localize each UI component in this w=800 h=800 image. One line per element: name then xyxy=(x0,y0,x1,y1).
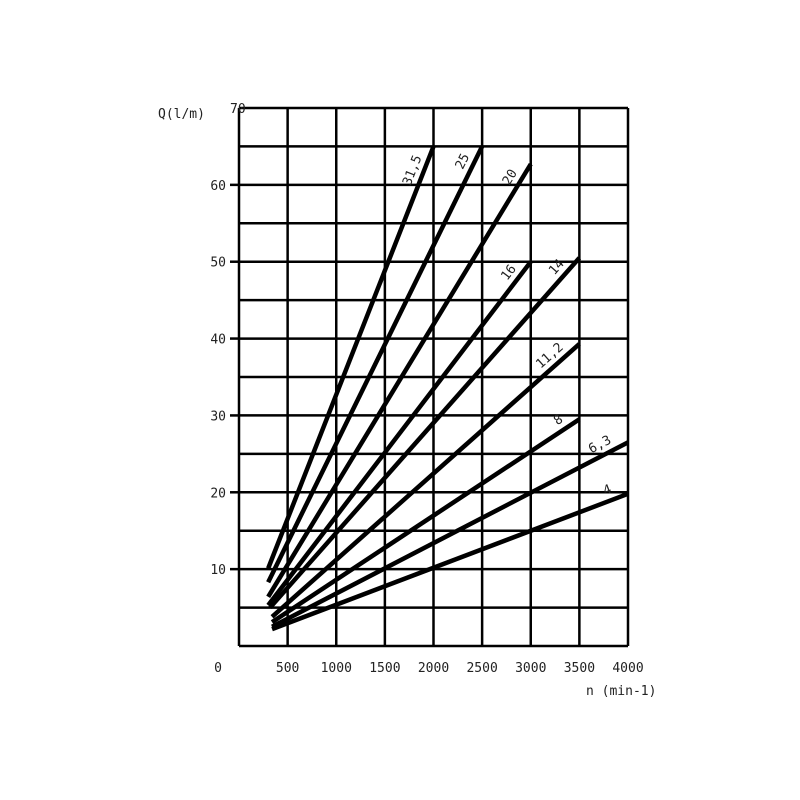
x-tick-label: 2000 xyxy=(418,661,449,676)
series-label: 4 xyxy=(601,482,614,499)
series-line xyxy=(266,260,533,607)
x-tick-label: 3500 xyxy=(564,661,595,676)
x-axis-label: n (min-1) xyxy=(586,684,656,699)
x-tick-label: 4000 xyxy=(612,661,643,676)
x-tick-label: 1500 xyxy=(369,661,400,676)
y-tick-label: 30 xyxy=(210,409,226,424)
series-line xyxy=(266,145,485,584)
x-tick-label: 1000 xyxy=(321,661,352,676)
series-line xyxy=(271,440,630,629)
y-tick-label: 70 xyxy=(230,102,246,117)
x-tick-label: 0 xyxy=(214,661,222,676)
series-line xyxy=(266,145,436,570)
series-label: 25 xyxy=(453,151,473,172)
x-tick-label: 3000 xyxy=(515,661,546,676)
tick-labels: 0 500 1000 1500 2000 2500 3000 3500 4000 10 20 30 40… xyxy=(210,102,643,676)
y-tick-label: 50 xyxy=(210,256,226,271)
series-line xyxy=(266,162,533,598)
series-line xyxy=(268,256,582,610)
series-line xyxy=(271,491,629,632)
y-tick-label: 10 xyxy=(210,563,226,578)
x-tick-label: 500 xyxy=(276,661,299,676)
y-tick-label: 20 xyxy=(210,486,226,501)
series-lines xyxy=(266,145,630,632)
x-tick-label: 2500 xyxy=(466,661,497,676)
series-label: 20 xyxy=(500,167,521,188)
y-tick-label: 40 xyxy=(210,333,226,348)
y-tick-label: 60 xyxy=(210,179,226,194)
series-line xyxy=(270,342,581,619)
series-line xyxy=(270,417,581,625)
y-axis-label: Q(l/m) xyxy=(158,107,205,122)
